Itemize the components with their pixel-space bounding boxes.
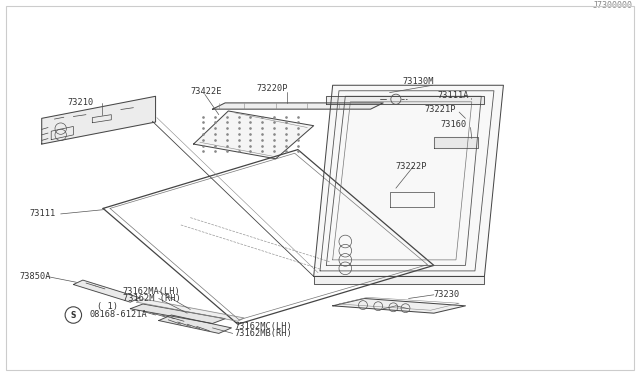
Text: 73222P: 73222P <box>396 161 428 171</box>
Text: 73162MC(LH): 73162MC(LH) <box>235 321 292 331</box>
Polygon shape <box>326 96 484 104</box>
Polygon shape <box>136 299 244 321</box>
Polygon shape <box>42 96 156 144</box>
Text: 08168-6121A: 08168-6121A <box>89 310 147 319</box>
Polygon shape <box>74 280 140 302</box>
Text: 73162M (RH): 73162M (RH) <box>123 294 180 303</box>
Text: 73111: 73111 <box>29 209 55 218</box>
Text: 73160: 73160 <box>440 121 467 129</box>
Text: 73221P: 73221P <box>424 105 456 114</box>
Text: 73162MA(LH): 73162MA(LH) <box>123 286 180 296</box>
Polygon shape <box>159 315 232 333</box>
Text: 73422E: 73422E <box>190 87 222 96</box>
Text: ( 1): ( 1) <box>97 302 118 311</box>
Polygon shape <box>212 103 383 109</box>
Polygon shape <box>333 298 465 313</box>
Text: 73111A: 73111A <box>437 91 468 100</box>
Text: 73130M: 73130M <box>402 77 434 86</box>
Polygon shape <box>314 85 504 276</box>
Text: J7300000: J7300000 <box>592 1 632 10</box>
Polygon shape <box>193 111 314 159</box>
Polygon shape <box>314 276 484 284</box>
Text: 73210: 73210 <box>67 99 93 108</box>
Polygon shape <box>434 137 478 148</box>
Text: 73220P: 73220P <box>257 84 288 93</box>
Polygon shape <box>131 304 225 324</box>
Text: 73230: 73230 <box>434 290 460 299</box>
Text: S: S <box>70 311 76 320</box>
Text: 73850A: 73850A <box>20 272 51 281</box>
Text: 73162MB(RH): 73162MB(RH) <box>235 329 292 338</box>
